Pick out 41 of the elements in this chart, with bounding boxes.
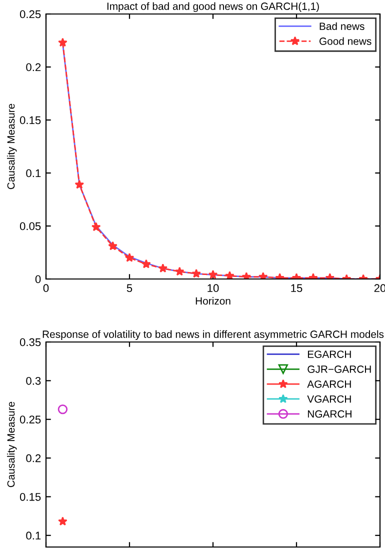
x-tick-label: 15 bbox=[291, 284, 302, 292]
y-tick-label: 0.15 bbox=[20, 116, 41, 124]
point bbox=[242, 272, 252, 279]
point bbox=[192, 268, 201, 278]
chart-title: Response of volatility to bad news in different asymmetric GARCH models bbox=[42, 330, 384, 340]
y-tick-label: 0 bbox=[35, 275, 41, 284]
x-tick-label: 0 bbox=[43, 284, 49, 292]
legend-label: GJR−GARCH bbox=[308, 366, 371, 373]
y-axis-title: Causality Measure bbox=[7, 104, 17, 190]
y-tick-label: 0.35 bbox=[20, 338, 41, 346]
legend-label: EGARCH bbox=[308, 350, 351, 358]
legend-label: NGARCH bbox=[308, 410, 352, 418]
point bbox=[158, 264, 168, 272]
point bbox=[174, 266, 184, 276]
legend-label: AGARCH bbox=[307, 380, 351, 388]
y-tick-label: 0.25 bbox=[20, 10, 41, 18]
point bbox=[258, 272, 268, 279]
point bbox=[208, 270, 218, 279]
y-tick-label: 0.2 bbox=[26, 454, 41, 462]
y-tick-label: 0.1 bbox=[26, 532, 41, 540]
point bbox=[124, 252, 134, 262]
x-tick-label: 10 bbox=[208, 284, 219, 292]
x-axis-title: Horizon bbox=[196, 296, 230, 305]
chart-title: Impact of bad and good news on GARCH(1,1) bbox=[107, 2, 319, 12]
legend-label: Good news bbox=[320, 37, 372, 45]
point bbox=[142, 259, 151, 268]
y-axis-title: Causality Measure bbox=[7, 402, 17, 488]
y-tick-label: 0.1 bbox=[26, 169, 41, 178]
y-tick-label: 0.15 bbox=[20, 492, 41, 501]
point bbox=[74, 180, 84, 189]
y-tick-label: 0.05 bbox=[20, 222, 41, 230]
y-tick-label: 0.2 bbox=[26, 63, 41, 72]
y-tick-label: 0.25 bbox=[20, 416, 41, 424]
legend-label: VGARCH bbox=[307, 395, 351, 403]
point bbox=[91, 222, 101, 232]
x-tick-label: 5 bbox=[126, 284, 132, 292]
point bbox=[58, 38, 68, 47]
point bbox=[108, 241, 118, 250]
y-tick-label: 0.3 bbox=[26, 376, 41, 385]
legend-label: Bad news bbox=[320, 22, 364, 30]
point bbox=[225, 270, 234, 279]
